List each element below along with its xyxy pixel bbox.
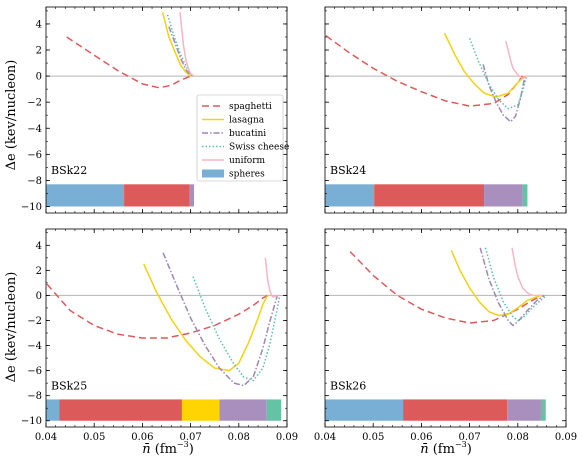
- panels: −10 −8 −6 −4 −2 0 2 4 BSk22 BSk24 0.04 0.05 0.06 0.07…: [21, 6, 577, 443]
- legend-label: uniform: [229, 156, 266, 166]
- series-lasagna: [161, 12, 194, 77]
- x-tick-label: 0.06: [131, 432, 153, 443]
- legend-item-lasagna: lasagna: [202, 116, 265, 126]
- series-uniform: [505, 40, 527, 80]
- series-group: [66, 12, 195, 89]
- y-tick-label: −4: [27, 341, 42, 352]
- y-tick-label: −2: [27, 98, 42, 109]
- x-tick-label: 0.05: [362, 432, 384, 443]
- y-tick-label: −6: [27, 150, 42, 161]
- series-spaghetti: [46, 283, 269, 339]
- y-tick-label: −6: [27, 366, 42, 377]
- x-tick-label: 0.06: [410, 432, 432, 443]
- series-bucatini: [162, 252, 279, 387]
- y-tick-label: −4: [27, 124, 42, 135]
- series-group: [325, 32, 528, 123]
- series-spaghetti: [349, 251, 543, 324]
- series-swiss: [484, 247, 548, 322]
- legend-label: bucatini: [229, 129, 266, 139]
- x-axis-label-right: n̄ (fm−3): [420, 440, 472, 457]
- phase-band-swiss: [522, 184, 528, 207]
- series-lasagna: [143, 263, 269, 372]
- phase-band-spheres: [46, 184, 125, 207]
- axes-frame: [45, 228, 288, 428]
- y-tick-label: 4: [36, 241, 42, 252]
- phase-band-bucatini: [507, 399, 541, 421]
- x-tick-label: 0.04: [314, 432, 336, 443]
- y-tick-label: −10: [21, 202, 42, 213]
- series-swiss: [468, 38, 528, 110]
- series-bucatini: [479, 247, 545, 327]
- y-tick-label: −2: [27, 316, 42, 327]
- phase-band-bucatini: [219, 399, 267, 421]
- y-tick-label: −10: [21, 416, 42, 427]
- legend-label: lasagna: [229, 116, 265, 126]
- y-axis-label-bottom: Δe (kev/nucleon): [4, 272, 19, 383]
- series-uniform: [179, 12, 195, 77]
- phase-band-bucatini: [484, 184, 523, 207]
- y-tick-label: 2: [36, 266, 42, 277]
- legend: spaghetti lasagna bucatini Swiss cheese unif…: [196, 94, 289, 182]
- series-lasagna: [443, 32, 526, 98]
- y-tick-label: 0: [36, 72, 42, 83]
- y-tick-label: 2: [36, 46, 42, 57]
- series-group: [46, 252, 281, 387]
- model-label: BSk26: [330, 379, 366, 392]
- x-tick-label: 0.09: [276, 432, 298, 443]
- legend-item-uniform: uniform: [202, 156, 266, 166]
- series-spaghetti: [66, 36, 194, 89]
- x-tick-label: 0.09: [555, 432, 577, 443]
- axes-frame: [324, 228, 567, 428]
- axes-frame: [45, 6, 288, 214]
- panel-bsk25: 0.04 0.05 0.06 0.07 0.08 0.09 −10 −8 −6 −4 −2 0 2 4 BS…: [21, 228, 298, 443]
- legend-label: spheres: [229, 170, 265, 180]
- axes-frame: [324, 6, 567, 214]
- phase-band-spaghetti: [124, 184, 190, 207]
- x-tick-label: 0.07: [179, 432, 201, 443]
- model-label: BSk24: [330, 164, 366, 177]
- phase-band-spheres: [325, 399, 404, 421]
- y-axis-label-top: Δe (kev/nucleon): [4, 60, 19, 171]
- legend-label: Swiss cheese: [229, 143, 289, 153]
- model-label: BSk25: [51, 379, 87, 392]
- phase-band-spaghetti: [59, 399, 182, 421]
- series-lasagna: [450, 250, 543, 317]
- legend-item-swiss: Swiss cheese: [202, 143, 289, 153]
- x-tick-label: 0.05: [83, 432, 105, 443]
- x-tick-label: 0.07: [458, 432, 480, 443]
- phase-band-swiss: [540, 399, 546, 421]
- legend-item-spheres: spheres: [202, 169, 265, 180]
- y-tick-label: 4: [36, 19, 42, 30]
- phase-band-spaghetti: [374, 184, 485, 207]
- series-bucatini: [482, 64, 526, 123]
- series-spaghetti: [325, 35, 524, 107]
- legend-label: spaghetti: [229, 102, 272, 112]
- x-axis-label-left: n̄ (fm−3): [142, 440, 194, 457]
- phase-band-lasagna: [181, 399, 220, 421]
- y-tick-label: −8: [27, 176, 42, 187]
- y-tick-label: 0: [36, 291, 42, 302]
- model-label: BSk22: [51, 164, 87, 177]
- legend-item-spaghetti: spaghetti: [202, 102, 272, 112]
- legend-item-bucatini: bucatini: [202, 129, 266, 139]
- x-tick-label: 0.08: [507, 432, 529, 443]
- series-swiss: [192, 276, 281, 382]
- phase-band-bucatini: [189, 184, 194, 207]
- phase-band-spheres: [325, 184, 375, 207]
- panel-bsk24: BSk24: [324, 6, 567, 214]
- panel-bsk22: −10 −8 −6 −4 −2 0 2 4 BSk22: [21, 6, 288, 214]
- y-tick-label: −8: [27, 391, 42, 402]
- x-tick-label: 0.04: [35, 432, 57, 443]
- series-bucatini: [168, 26, 194, 77]
- phase-band-swiss: [266, 399, 282, 421]
- series-group: [349, 247, 548, 327]
- legend-swatch: [202, 169, 224, 178]
- panel-bsk26: 0.04 0.05 0.06 0.07 0.08 0.09 BSk26: [314, 228, 577, 443]
- series-uniform: [511, 247, 542, 297]
- series-uniform: [264, 257, 278, 298]
- phase-band-spaghetti: [403, 399, 508, 421]
- x-tick-label: 0.08: [228, 432, 250, 443]
- phase-band-spheres: [46, 399, 60, 421]
